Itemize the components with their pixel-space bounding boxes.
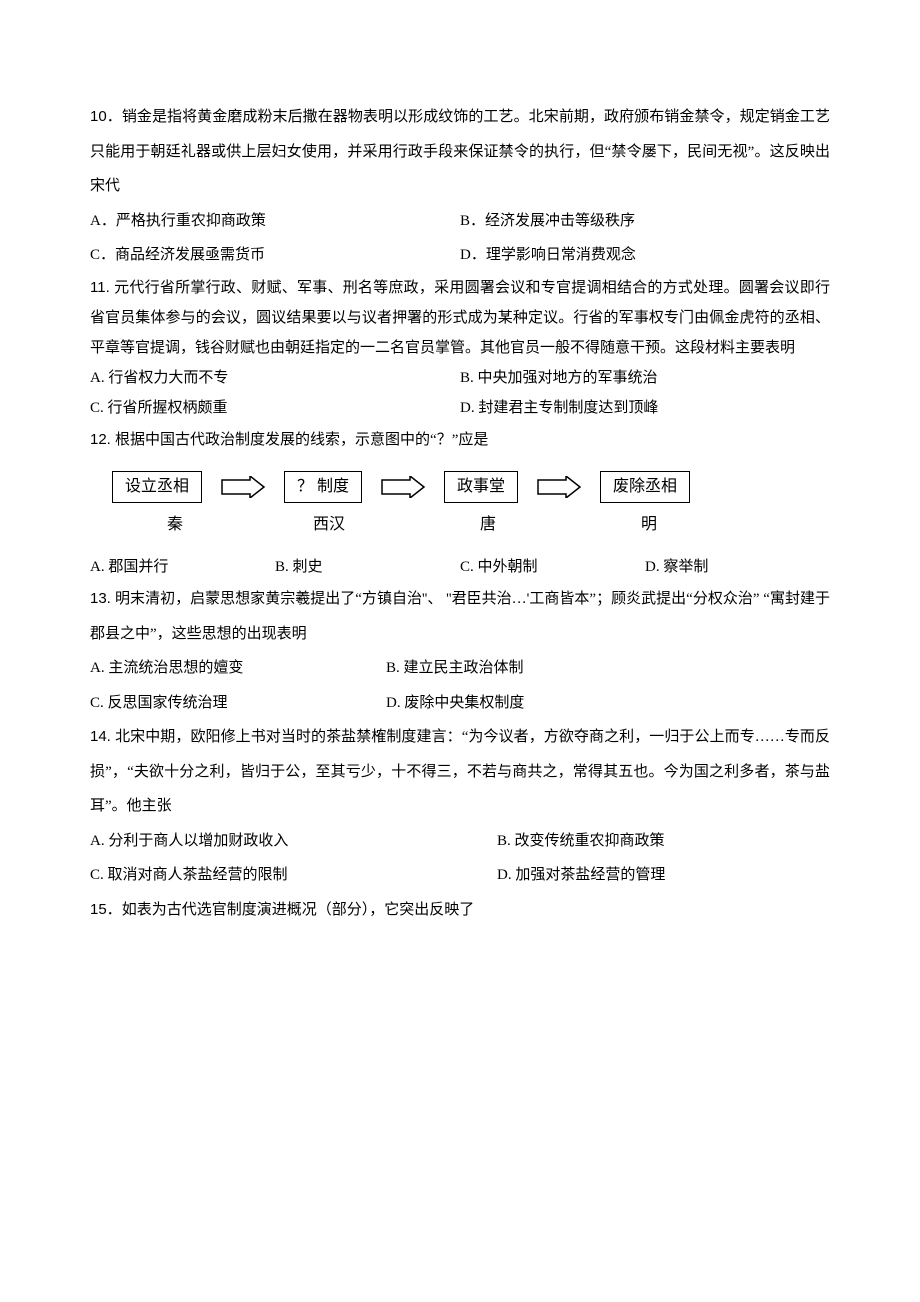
q13-options: A. 主流统治思想的嬗变 B. 建立民主政治体制 C. 反思国家传统治理 D. … [90, 651, 682, 720]
diagram-box-3: 政事堂 [444, 471, 518, 503]
q14-option-c: C. 取消对商人茶盐经营的限制 [90, 858, 497, 893]
q12-diagram: 设立丞相 ？ 制度 政事堂 废除丞相 [112, 471, 830, 503]
q11-option-c: C. 行省所握权柄颇重 [90, 393, 460, 423]
q13-option-a: A. 主流统治思想的嬗变 [90, 651, 386, 686]
q11-options: A. 行省权力大而不专 B. 中央加强对地方的军事统治 C. 行省所握权柄颇重 … [90, 363, 830, 423]
q13-stem: 13. 明末清初，启蒙思想家黄宗羲提出了“方镇自治''、 ''君臣共治…'工商皆… [90, 582, 830, 651]
q12-option-a: A. 郡国并行 [90, 552, 275, 582]
q11-option-d: D. 封建君主专制制度达到顶峰 [460, 393, 830, 423]
q12-option-d: D. 察举制 [645, 552, 830, 582]
arrow-icon [220, 476, 266, 498]
diagram-label-1: 秦 [167, 507, 183, 544]
q10-options: A．严格执行重农抑商政策 B．经济发展冲击等级秩序 C．商品经济发展亟需货币 D… [90, 204, 830, 273]
q10-number: 10． [90, 108, 122, 125]
q14-number: 14. [90, 728, 115, 745]
arrow-icon [380, 476, 426, 498]
q13-option-c: C. 反思国家传统治理 [90, 686, 386, 721]
diagram-box-2: ？ 制度 [284, 471, 362, 503]
document-page: 10．销金是指将黄金磨成粉末后撒在器物表明以形成纹饰的工艺。北宋前期，政府颁布销… [0, 0, 920, 987]
diagram-label-4: 明 [641, 507, 657, 544]
q11-number: 11. [90, 279, 114, 296]
diagram-box-4: 废除丞相 [600, 471, 690, 503]
q11-option-b: B. 中央加强对地方的军事统治 [460, 363, 830, 393]
diagram-label-2: 西汉 [313, 507, 345, 544]
diagram-label-3: 唐 [480, 507, 496, 544]
q12-option-b: B. 刺史 [275, 552, 460, 582]
q14-option-a: A. 分利于商人以增加财政收入 [90, 824, 497, 859]
q13-option-d: D. 废除中央集权制度 [386, 686, 682, 721]
q10-option-a: A．严格执行重农抑商政策 [90, 204, 460, 239]
q10-option-d: D．理学影响日常消费观念 [460, 238, 830, 273]
diagram-box-1: 设立丞相 [112, 471, 202, 503]
arrow-icon [536, 476, 582, 498]
q13-number: 13. [90, 590, 115, 607]
q10-option-c: C．商品经济发展亟需货币 [90, 238, 460, 273]
q12-option-c: C. 中外朝制 [460, 552, 645, 582]
q12-diagram-labels: 秦 西汉 唐 明 [112, 507, 830, 544]
q14-option-d: D. 加强对茶盐经营的管理 [497, 858, 830, 893]
q12-stem: 12. 根据中国古代政治制度发展的线索，示意图中的“？”应是 [90, 423, 830, 458]
q15-stem: 15．如表为古代选官制度演进概况（部分），它突出反映了 [90, 893, 830, 928]
q10-option-b: B．经济发展冲击等级秩序 [460, 204, 830, 239]
q12-number: 12. [90, 431, 115, 448]
q12-options: A. 郡国并行 B. 刺史 C. 中外朝制 D. 察举制 [90, 552, 830, 582]
q15-number: 15． [90, 901, 122, 918]
q10-stem: 10．销金是指将黄金磨成粉末后撒在器物表明以形成纹饰的工艺。北宋前期，政府颁布销… [90, 100, 830, 204]
q14-option-b: B. 改变传统重农抑商政策 [497, 824, 830, 859]
q11-option-a: A. 行省权力大而不专 [90, 363, 460, 393]
q11-stem: 11. 元代行省所掌行政、财赋、军事、刑名等庶政，采用圆署会议和专官提调相结合的… [90, 273, 830, 363]
q14-stem: 14. 北宋中期，欧阳修上书对当时的茶盐禁榷制度建言：“为今议者，方欲夺商之利，… [90, 720, 830, 824]
q13-option-b: B. 建立民主政治体制 [386, 651, 682, 686]
q14-options: A. 分利于商人以增加财政收入 B. 改变传统重农抑商政策 C. 取消对商人茶盐… [90, 824, 830, 893]
